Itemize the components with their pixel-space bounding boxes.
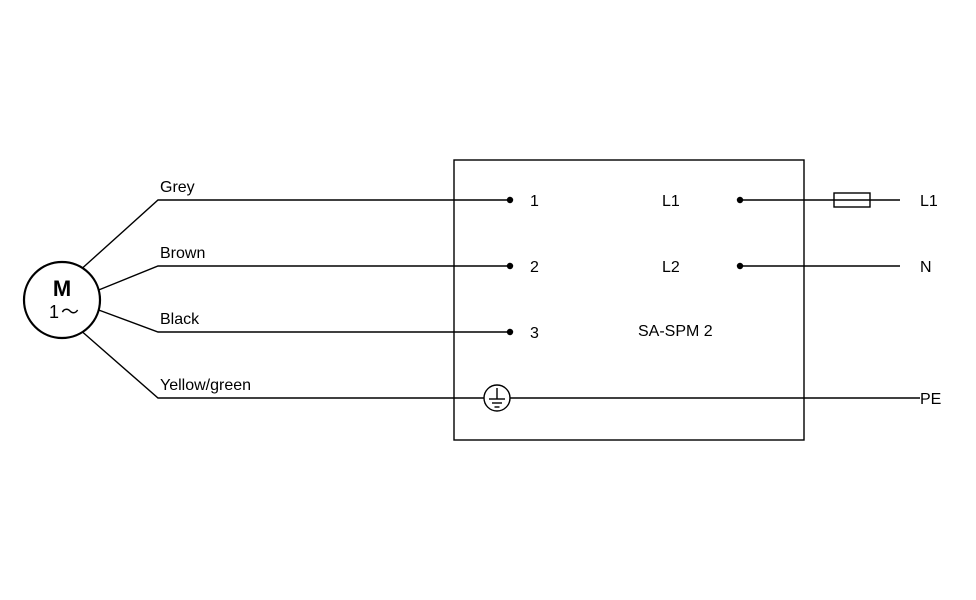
terminal-2-dot bbox=[507, 263, 513, 269]
terminal-2-label: 2 bbox=[530, 259, 539, 276]
wire-brown-label: Brown bbox=[160, 245, 205, 262]
wire-brown: Brown 2 bbox=[99, 245, 539, 290]
supply-L2-inner-label: L2 bbox=[662, 259, 680, 276]
pe-label: PE bbox=[920, 391, 941, 408]
supply-L1-inner-label: L1 bbox=[662, 193, 680, 210]
supply-L2: L2 N bbox=[662, 259, 932, 276]
motor-tilde: ～ bbox=[61, 302, 79, 322]
supply-L1: L1 L1 bbox=[662, 193, 938, 210]
supply-L2-outer-label: N bbox=[920, 259, 932, 276]
wire-pe-label: Yellow/green bbox=[160, 377, 251, 394]
motor-label-top: M bbox=[53, 276, 71, 301]
wire-grey: Grey 1 bbox=[82, 179, 539, 268]
wire-black: Black 3 bbox=[99, 310, 539, 342]
terminal-3-dot bbox=[507, 329, 513, 335]
terminal-1-dot bbox=[507, 197, 513, 203]
motor-label-bottom: 1 bbox=[49, 302, 59, 322]
wire-black-label: Black bbox=[160, 311, 200, 328]
supply-L1-outer-label: L1 bbox=[920, 193, 938, 210]
terminal-1-label: 1 bbox=[530, 193, 539, 210]
motor-symbol: M bbox=[24, 262, 100, 338]
terminal-3-label: 3 bbox=[530, 325, 539, 342]
earth-icon bbox=[484, 385, 510, 411]
control-box-label: SA-SPM 2 bbox=[638, 323, 713, 340]
wire-grey-label: Grey bbox=[160, 179, 195, 196]
